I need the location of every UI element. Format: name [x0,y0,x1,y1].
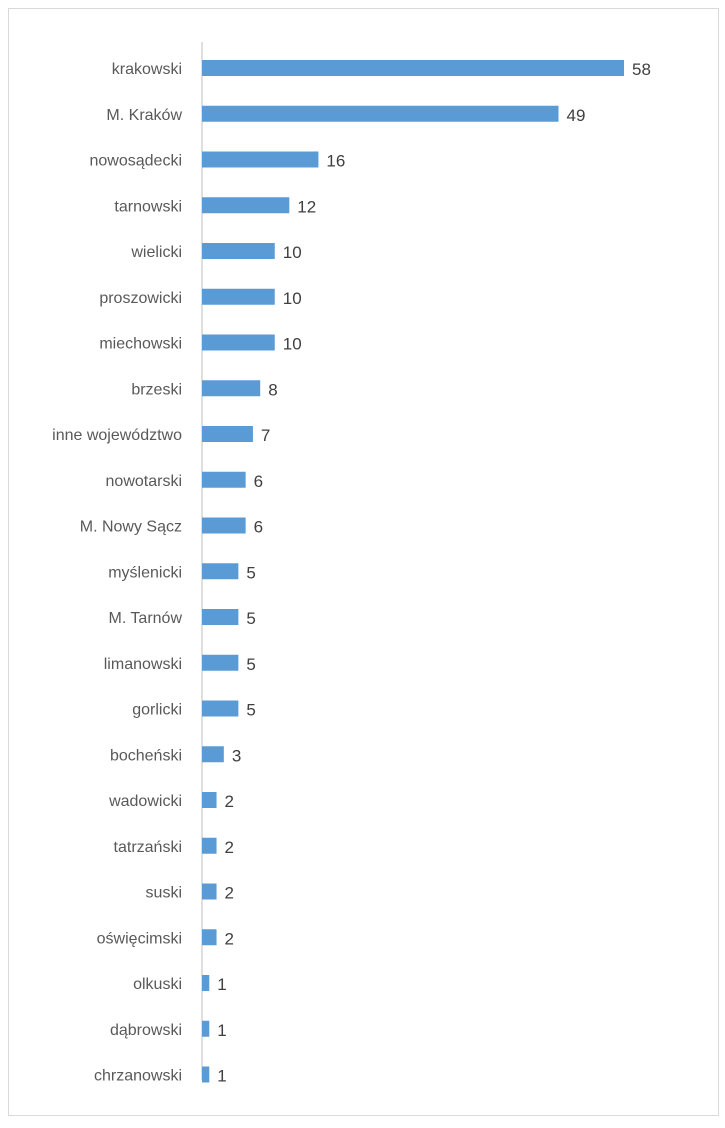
value-label: 1 [217,1067,226,1086]
category-label: M. Kraków [106,107,182,124]
bar [202,609,239,625]
bar [202,105,559,122]
category-label: olkuski [133,976,182,993]
bar [202,929,217,946]
category-label: proszowicki [99,290,182,307]
value-label: 5 [246,609,255,628]
bar [202,197,290,214]
bar [202,517,246,534]
bar [202,288,275,305]
category-label: limanowski [104,656,182,673]
category-label: wadowicki [108,793,182,810]
value-label: 6 [254,472,263,491]
bar [202,1066,210,1083]
value-label: 5 [246,701,255,720]
category-label: bocheński [110,747,182,764]
bar [202,700,239,717]
value-label: 49 [567,106,586,125]
value-label: 58 [632,60,651,79]
category-label: tatrzański [114,839,182,856]
category-label: M. Tarnów [108,610,182,627]
value-label: 12 [297,197,316,216]
bar [202,380,261,397]
category-label: chrzanowski [94,1068,182,1085]
value-label: 2 [225,884,234,903]
bar [202,883,217,900]
category-label: myślenicki [108,564,182,581]
category-label: nowosądecki [90,153,183,170]
category-label: miechowski [99,336,182,353]
chart-frame [8,8,719,1116]
value-label: 16 [326,152,345,171]
value-label: 2 [225,929,234,948]
category-label: wielicki [130,244,182,261]
category-label: dąbrowski [110,1022,182,1039]
bar [202,975,210,991]
value-label: 10 [283,335,302,354]
category-label: M. Nowy Sącz [80,519,182,536]
bar [202,837,217,854]
category-label: oświęcimski [97,930,182,947]
value-label: 3 [232,746,241,765]
value-label: 2 [225,838,234,857]
category-label: brzeski [131,381,182,398]
value-label: 7 [261,426,270,445]
category-label: inne województwo [52,427,182,444]
category-label: gorlicki [132,702,182,719]
bar [202,334,275,351]
bar [202,243,275,259]
value-label: 1 [217,975,226,994]
category-label: krakowski [112,61,182,78]
bar [202,563,239,580]
value-label: 8 [268,380,277,399]
value-label: 2 [225,792,234,811]
category-label: nowotarski [106,473,182,490]
bar [202,60,624,76]
value-label: 5 [246,655,255,674]
value-label: 6 [254,518,263,537]
bar [202,151,319,168]
value-label: 10 [283,289,302,308]
bar [202,471,246,488]
bar [202,1020,210,1037]
bar [202,426,253,442]
category-label: suski [146,885,182,902]
value-label: 5 [246,563,255,582]
bar [202,792,217,808]
category-label: tarnowski [114,198,182,215]
bar [202,746,224,763]
value-label: 10 [283,243,302,262]
value-label: 1 [217,1021,226,1040]
bar [202,654,239,671]
